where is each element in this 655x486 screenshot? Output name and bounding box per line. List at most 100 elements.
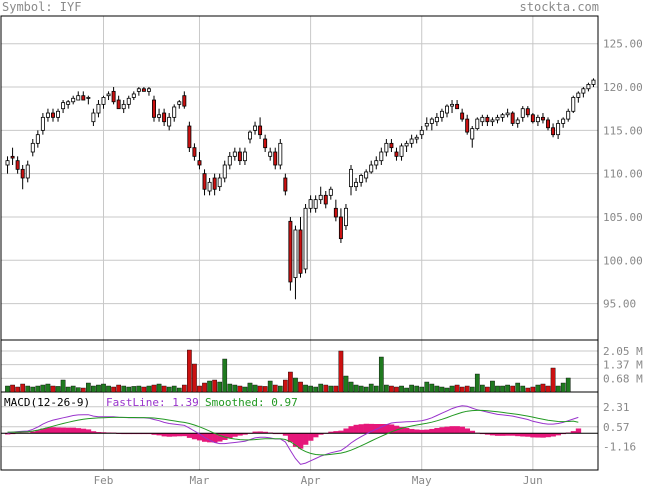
macd-histogram-bar <box>35 430 41 434</box>
candle <box>424 117 429 131</box>
volume-bar <box>449 385 455 393</box>
candle <box>510 111 515 127</box>
macd-histogram-bar <box>292 433 299 447</box>
candle <box>91 108 96 127</box>
candle <box>71 95 76 105</box>
volume-bar <box>444 387 450 393</box>
candle-body <box>591 79 596 85</box>
volume-bar <box>378 356 384 393</box>
macd-histogram-bar <box>520 433 526 437</box>
macd-histogram-bar <box>454 426 460 434</box>
candle <box>96 100 101 118</box>
macd-label: MACD(12-26-9) <box>4 396 90 409</box>
candles <box>5 78 596 300</box>
macd-histogram-bar <box>297 433 304 449</box>
candle-body <box>86 97 91 99</box>
volume-bar <box>530 386 536 393</box>
macd-histogram-bar <box>257 431 263 434</box>
volume-bar <box>15 386 20 393</box>
candle <box>288 216 293 291</box>
volume-bar <box>106 385 111 393</box>
macd-histogram-bar <box>500 433 506 436</box>
candle-body <box>354 181 359 188</box>
candle-body <box>389 142 394 149</box>
candle-body <box>15 160 20 170</box>
macd-histogram-bar <box>459 426 465 434</box>
candle <box>293 225 298 300</box>
volume-bar <box>80 387 86 393</box>
macd-histogram-bar <box>388 424 395 434</box>
candle-body <box>586 84 591 90</box>
candle-body <box>278 142 283 166</box>
candle-body <box>364 171 369 179</box>
candle-body <box>495 116 500 121</box>
candle-body <box>470 128 475 140</box>
candle <box>546 117 550 131</box>
candle-body <box>187 125 192 149</box>
candle-body <box>253 125 258 131</box>
macd-histogram-bar <box>510 433 516 436</box>
price-tick-label: 115.00 <box>603 124 643 137</box>
macd-histogram-bar <box>171 433 178 437</box>
macd-histogram-bar <box>70 427 77 434</box>
candle-body <box>212 177 217 190</box>
volume-bar <box>35 385 41 393</box>
candle-body <box>333 207 338 218</box>
macd-histogram-bar <box>60 427 66 434</box>
candle <box>162 108 167 127</box>
candle-body <box>303 207 308 270</box>
volume-bar <box>126 386 132 393</box>
macd-histogram-bar <box>75 428 82 434</box>
candle-body <box>91 112 96 123</box>
price-tick-label: 120.00 <box>603 81 643 94</box>
candle-body <box>510 112 515 124</box>
candle <box>571 95 576 114</box>
macd-smoothed-label: Smoothed: 0.97 <box>205 396 298 409</box>
candle-body <box>202 173 207 190</box>
candle <box>25 160 30 183</box>
macd-histogram-bar <box>282 433 289 436</box>
volume-bar <box>555 385 561 393</box>
candle-body <box>419 129 424 136</box>
macd-histogram-bar <box>90 431 97 434</box>
macd-histogram-bar <box>40 428 46 434</box>
candle <box>197 152 202 170</box>
volume-bar <box>111 386 116 393</box>
volume-bar <box>65 386 71 393</box>
candle <box>101 95 106 109</box>
candle <box>495 114 500 124</box>
candle-body <box>409 138 414 144</box>
candle <box>530 113 535 124</box>
macd-histogram-bar <box>287 433 294 443</box>
candle <box>490 117 495 127</box>
candle <box>268 147 273 161</box>
volume-bar <box>474 373 480 393</box>
macd-histogram-bar <box>262 431 268 434</box>
macd-histogram-bar <box>469 430 476 434</box>
candle <box>182 91 187 109</box>
volume-bar <box>439 386 445 393</box>
candle <box>126 95 131 109</box>
macd-histogram-bar <box>494 433 501 436</box>
candle-body <box>162 112 167 123</box>
macd-histogram-bar <box>550 433 556 437</box>
candle <box>177 100 182 109</box>
date-tick-label: Feb <box>94 474 114 486</box>
candle <box>470 126 475 148</box>
macd-histogram-bar <box>409 428 415 434</box>
candle <box>500 113 505 122</box>
candle-body <box>293 229 298 279</box>
volume-bar <box>414 385 420 393</box>
macd-histogram-bar <box>555 433 561 436</box>
macd-fastline-label: FastLine: 1.39 <box>106 396 199 409</box>
macd-histogram-bar <box>439 427 445 434</box>
candle <box>359 173 364 187</box>
candle-body <box>546 119 550 129</box>
volume-bar <box>202 382 207 393</box>
volume-bar <box>293 377 298 393</box>
candle <box>450 100 455 114</box>
candle <box>258 117 263 140</box>
macd-histogram-bar <box>404 428 410 434</box>
candle-body <box>318 194 323 201</box>
